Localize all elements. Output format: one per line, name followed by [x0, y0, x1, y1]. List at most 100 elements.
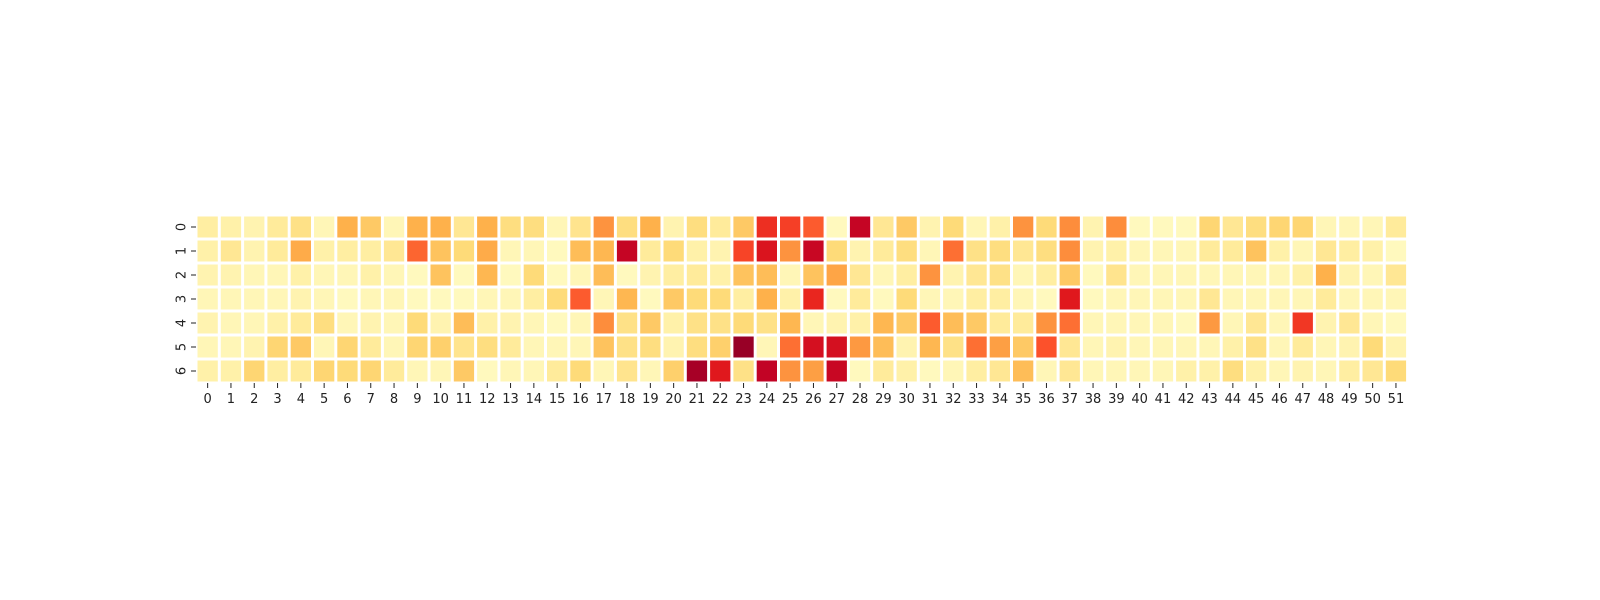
x-tick-label: 20 — [665, 392, 682, 407]
heatmap-cell-r3-c48 — [1315, 288, 1337, 310]
heatmap-cell-r2-c26 — [803, 264, 824, 286]
heatmap-cell-r0-c38 — [1082, 216, 1104, 238]
heatmap-cell-r1-c42 — [1176, 240, 1197, 262]
heatmap-cell-r1-c0 — [197, 240, 218, 262]
heatmap-cell-r5-c7 — [360, 336, 381, 358]
x-tick-label: 50 — [1364, 392, 1381, 407]
x-tick-label: 6 — [343, 392, 351, 407]
heatmap-cell-r5-c43 — [1199, 336, 1220, 358]
heatmap-cell-r0-c17 — [593, 216, 614, 238]
heatmap-cell-r1-c10 — [430, 240, 451, 262]
heatmap-cell-r3-c16 — [570, 288, 591, 310]
x-tick-label: 26 — [805, 392, 822, 407]
heatmap-cell-r0-c39 — [1106, 216, 1127, 238]
y-tick-label: 1 — [175, 247, 190, 255]
x-tick-label: 35 — [1015, 392, 1032, 407]
heatmap-cell-r1-c2 — [244, 240, 265, 262]
heatmap-cell-r6-c44 — [1222, 360, 1243, 382]
heatmap-cell-r0-c30 — [896, 216, 917, 238]
x-tick-label: 23 — [735, 392, 752, 407]
heatmap-cell-r1-c8 — [383, 240, 405, 262]
heatmap-cell-r1-c47 — [1292, 240, 1313, 262]
heatmap-cell-r4-c21 — [686, 312, 708, 334]
heatmap-cell-r4-c50 — [1362, 312, 1383, 334]
heatmap-cell-r2-c34 — [989, 264, 1010, 286]
x-tick-label: 46 — [1271, 392, 1288, 407]
heatmap-cell-r3-c29 — [873, 288, 894, 310]
heatmap-cell-r3-c13 — [500, 288, 521, 310]
x-tick-label: 0 — [204, 392, 212, 407]
x-tick-label: 34 — [992, 392, 1009, 407]
heatmap-cell-r0-c24 — [756, 216, 777, 238]
heatmap-cell-r4-c4 — [290, 312, 311, 334]
heatmap-cell-r4-c20 — [663, 312, 684, 334]
heatmap-cell-r1-c11 — [453, 240, 475, 262]
heatmap-cell-r1-c34 — [989, 240, 1010, 262]
heatmap-cell-r6-c19 — [640, 360, 661, 382]
heatmap-cell-r2-c39 — [1106, 264, 1127, 286]
heatmap-cell-r3-c49 — [1339, 288, 1360, 310]
heatmap-cell-r4-c27 — [826, 312, 847, 334]
heatmap-cell-r3-c31 — [919, 288, 941, 310]
heatmap-cell-r4-c40 — [1129, 312, 1150, 334]
heatmap-cell-r3-c43 — [1199, 288, 1220, 310]
heatmap-cell-r4-c3 — [267, 312, 288, 334]
heatmap-cell-r5-c0 — [197, 336, 218, 358]
heatmap-cell-r2-c47 — [1292, 264, 1313, 286]
heatmap-cell-r1-c38 — [1082, 240, 1104, 262]
x-tick-label: 5 — [320, 392, 328, 407]
heatmap-cell-r0-c23 — [733, 216, 754, 238]
heatmap-cell-r5-c14 — [523, 336, 544, 358]
x-tick-label: 22 — [712, 392, 729, 407]
x-tick-label: 16 — [572, 392, 589, 407]
heatmap-cell-r6-c7 — [360, 360, 381, 382]
heatmap-cell-r5-c33 — [966, 336, 987, 358]
heatmap-cell-r5-c16 — [570, 336, 591, 358]
heatmap-cell-r1-c6 — [337, 240, 358, 262]
heatmap-cell-r3-c42 — [1176, 288, 1197, 310]
heatmap-cell-r4-c30 — [896, 312, 917, 334]
heatmap-cell-r6-c14 — [523, 360, 544, 382]
heatmap-cell-r5-c28 — [849, 336, 871, 358]
heatmap-cell-r3-c9 — [407, 288, 428, 310]
heatmap-cell-r0-c42 — [1176, 216, 1197, 238]
heatmap-cell-r4-c44 — [1222, 312, 1243, 334]
heatmap-cell-r5-c9 — [407, 336, 428, 358]
heatmap-cell-r4-c46 — [1269, 312, 1290, 334]
heatmap-cell-r5-c23 — [733, 336, 754, 358]
heatmap-cell-r6-c0 — [197, 360, 218, 382]
heatmap-cell-r4-c42 — [1176, 312, 1197, 334]
x-tick-label: 28 — [852, 392, 869, 407]
heatmap-cell-r2-c44 — [1222, 264, 1243, 286]
heatmap-cell-r2-c9 — [407, 264, 428, 286]
heatmap-cell-r4-c9 — [407, 312, 428, 334]
x-tick-label: 45 — [1248, 392, 1265, 407]
heatmap-cell-r1-c21 — [686, 240, 708, 262]
heatmap-cell-r5-c35 — [1013, 336, 1034, 358]
heatmap-cell-r5-c3 — [267, 336, 288, 358]
heatmap-cell-r3-c2 — [244, 288, 265, 310]
heatmap-cell-r3-c34 — [989, 288, 1010, 310]
heatmap-cell-r5-c46 — [1269, 336, 1290, 358]
heatmap-cell-r5-c42 — [1176, 336, 1197, 358]
x-tick-label: 8 — [390, 392, 398, 407]
heatmap-cell-r1-c33 — [966, 240, 987, 262]
heatmap-cell-r4-c11 — [453, 312, 475, 334]
heatmap-cell-r1-c27 — [826, 240, 847, 262]
heatmap-cell-r5-c2 — [244, 336, 265, 358]
heatmap-cell-r6-c2 — [244, 360, 265, 382]
heatmap-cell-r3-c14 — [523, 288, 544, 310]
heatmap-cell-r3-c44 — [1222, 288, 1243, 310]
heatmap-cell-r2-c20 — [663, 264, 684, 286]
heatmap-cell-r4-c15 — [547, 312, 568, 334]
x-tick-label: 48 — [1318, 392, 1335, 407]
heatmap-cell-r3-c6 — [337, 288, 358, 310]
x-tick-label: 15 — [549, 392, 566, 407]
heatmap-cell-r0-c37 — [1059, 216, 1080, 238]
heatmap-cell-r0-c2 — [244, 216, 265, 238]
heatmap-cell-r2-c2 — [244, 264, 265, 286]
heatmap-cell-r4-c43 — [1199, 312, 1220, 334]
heatmap-cell-r5-c47 — [1292, 336, 1313, 358]
y-tick-label: 2 — [175, 271, 190, 279]
x-tick-label: 30 — [898, 392, 915, 407]
